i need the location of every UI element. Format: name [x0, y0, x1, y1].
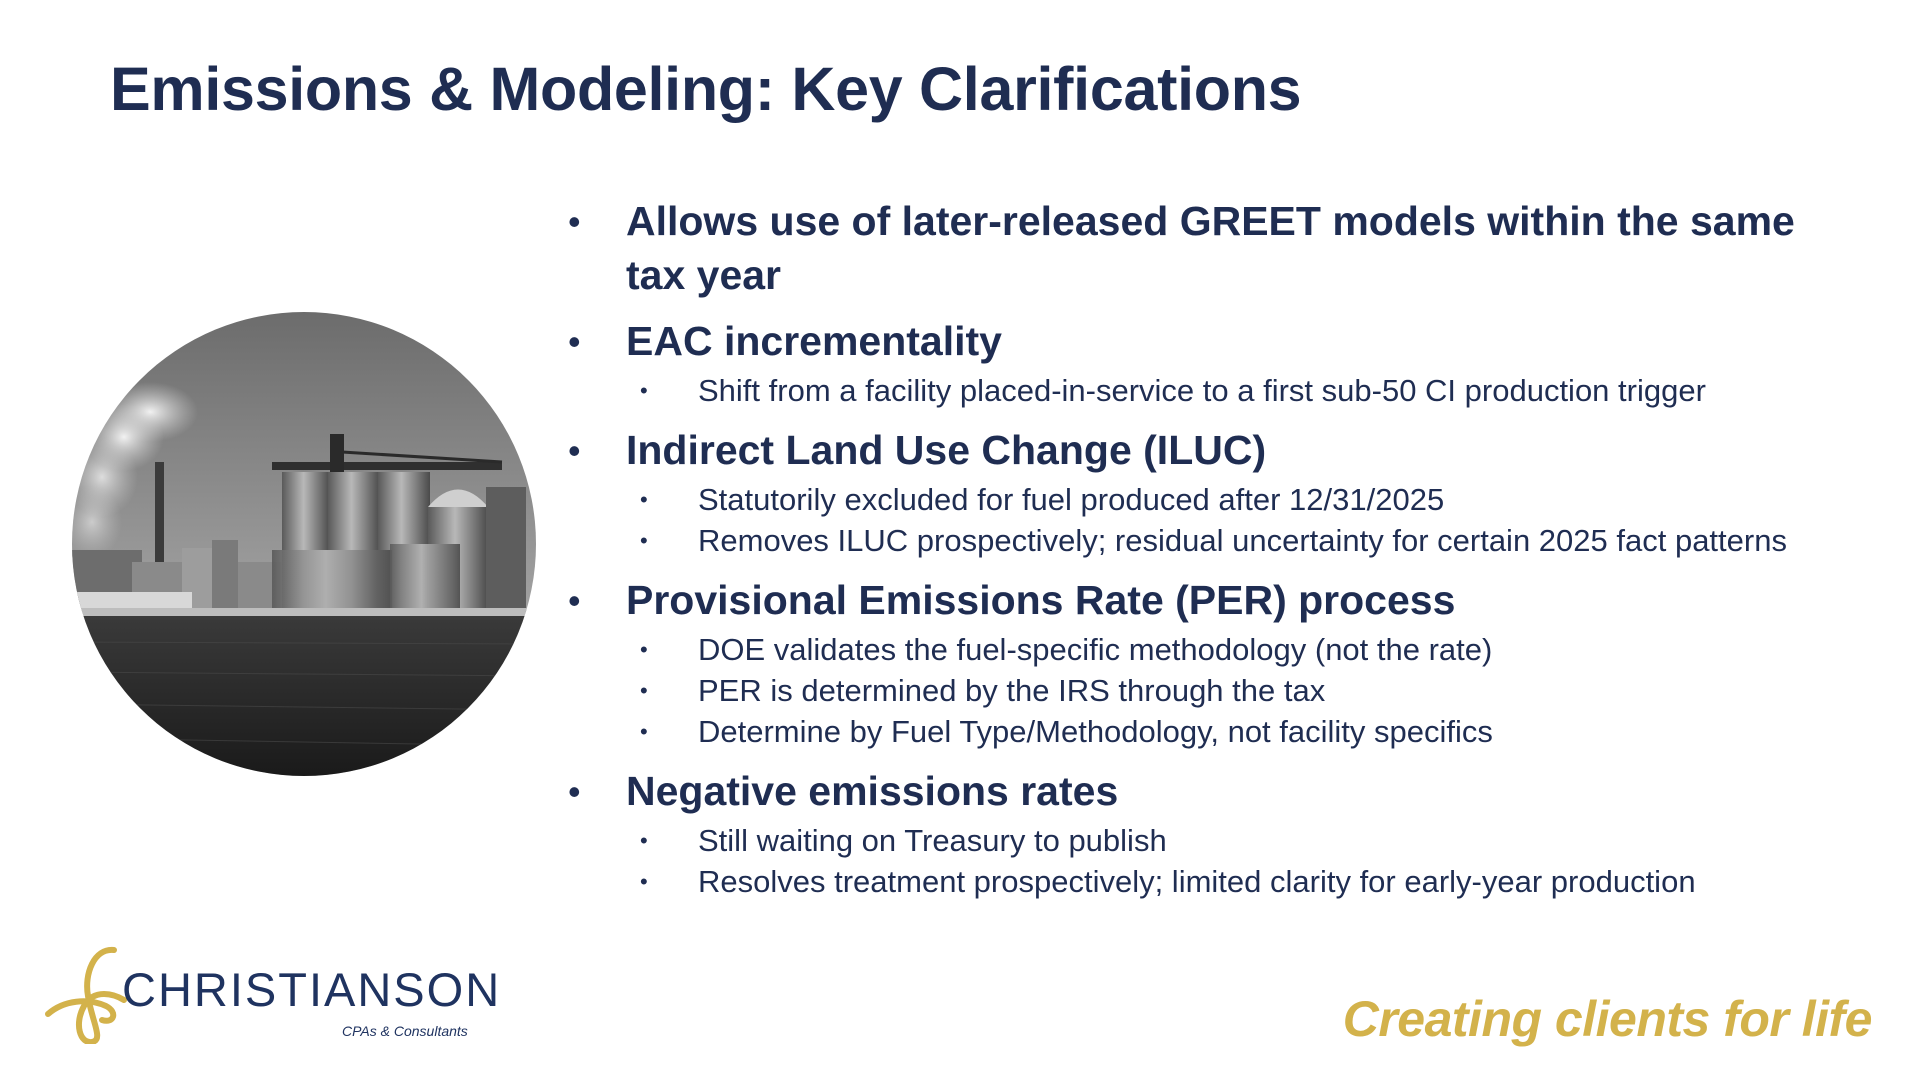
bullet-item: Negative emissions rates •Still waiting … — [568, 764, 1858, 902]
bullet-item: Provisional Emissions Rate (PER) process… — [568, 573, 1858, 752]
logo-subtitle: CPAs & Consultants — [342, 1023, 468, 1039]
bullet-heading: Allows use of later-released GREET model… — [626, 198, 1795, 298]
industrial-facility-photo — [72, 312, 536, 776]
sub-bullet-item: • Shift from a facility placed-in-service… — [626, 370, 1858, 411]
sub-bullet-list: • Shift from a facility placed-in-service… — [626, 370, 1858, 411]
logo-wordmark: CHRISTIANSON — [122, 963, 502, 1016]
ribbon-mark-icon — [45, 946, 127, 1044]
sub-bullet-marker: • — [640, 719, 648, 744]
bullet-heading: EAC incrementality — [626, 318, 1002, 364]
sub-bullet-marker: • — [640, 637, 648, 662]
bullet-item: Indirect Land Use Change (ILUC) •Statuto… — [568, 423, 1858, 561]
sub-bullet-item: • DOE validates the fuel-specific methodo… — [626, 629, 1858, 670]
bullet-heading: Indirect Land Use Change (ILUC) — [626, 427, 1267, 473]
sub-bullet-list: • Statutorily excluded for fuel produced … — [626, 479, 1858, 561]
sub-bullet-marker: • — [640, 378, 648, 403]
sub-bullet-marker: • — [640, 528, 648, 553]
bullet-list: Allows use of later-released GREET model… — [568, 194, 1858, 914]
sub-bullet-marker: • — [640, 678, 648, 703]
bullet-item: EAC incrementality •Shift from a facilit… — [568, 314, 1858, 411]
slide-title: Emissions & Modeling: Key Clarifications — [110, 55, 1302, 123]
bullet-heading: Provisional Emissions Rate (PER) process — [626, 577, 1456, 623]
sub-bullet-item: • Statutorily excluded for fuel produced … — [626, 479, 1858, 520]
sub-bullet-item: • PER is determined by the IRS through th… — [626, 670, 1858, 711]
sub-bullet-list: • Still waiting on Treasury to publish • R… — [626, 820, 1858, 902]
sub-bullet-item: • Still waiting on Treasury to publish — [626, 820, 1858, 861]
christianson-logo: CHRISTIANSON CPAs & Consultants — [44, 944, 504, 1048]
tagline: Creating clients for life — [1342, 991, 1873, 1047]
sub-bullet-item: • Resolves treatment prospectively; limit… — [626, 861, 1858, 902]
sub-bullet-marker: • — [640, 828, 648, 853]
sub-bullet-item: • Removes ILUC prospectively; residual un… — [626, 520, 1858, 561]
bullet-heading: Negative emissions rates — [626, 768, 1119, 814]
sub-bullet-item: • Determine by Fuel Type/Methodology, not… — [626, 711, 1858, 752]
sub-bullet-marker: • — [640, 869, 648, 894]
bullet-item: Allows use of later-released GREET model… — [568, 194, 1858, 302]
sub-bullet-marker: • — [640, 487, 648, 512]
sub-bullet-list: • DOE validates the fuel-specific methodo… — [626, 629, 1858, 752]
